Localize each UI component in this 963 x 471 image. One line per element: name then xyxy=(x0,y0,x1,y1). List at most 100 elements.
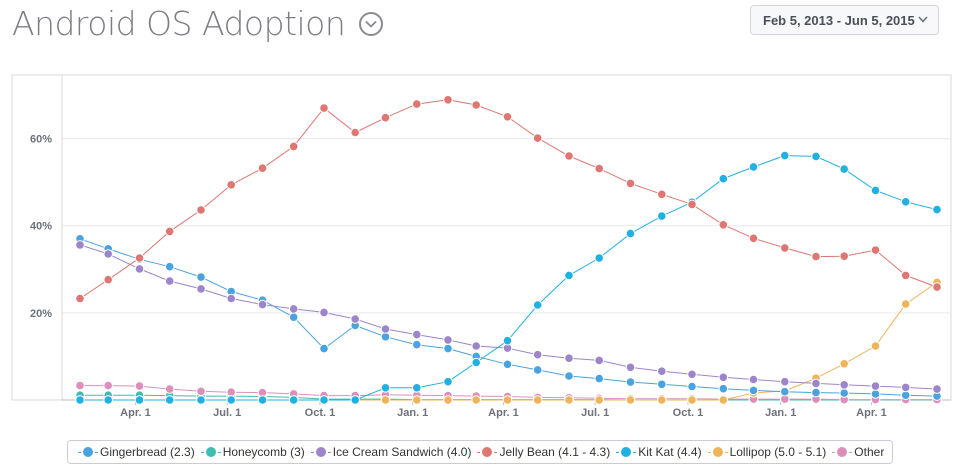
legend-item-other[interactable]: Other xyxy=(832,445,884,459)
x-tick-label: Oct. 1 xyxy=(305,407,336,419)
data-point-kit-kat-4-4 xyxy=(718,173,729,184)
data-point-kit-kat-4-4 xyxy=(594,253,605,263)
data-point-ice-cream-sandwich-4-0 xyxy=(718,372,729,383)
legend-item-kit-kat-4-4[interactable]: Kit Kat (4.4) xyxy=(616,445,702,459)
x-tick-label: Jul. 1 xyxy=(581,407,609,419)
data-point-kit-kat-4-4 xyxy=(502,335,513,346)
data-point-ice-cream-sandwich-4-0 xyxy=(103,249,113,259)
page-title: Android OS Adoption xyxy=(12,4,346,43)
data-point-kit-kat-4-4 xyxy=(564,270,574,281)
data-point-lollipop-5-0-5-1 xyxy=(502,395,513,405)
legend-item-lollipop-5-0-5-1[interactable]: Lollipop (5.0 - 5.1) xyxy=(707,445,827,459)
legend-swatch xyxy=(200,447,221,457)
date-range-label: Feb 5, 2013 - Jun 5, 2015 xyxy=(763,12,915,28)
data-point-jelly-bean-4-1-4-3 xyxy=(657,189,667,200)
legend-swatch xyxy=(616,447,637,457)
title-area: Android OS Adoption xyxy=(12,4,384,43)
data-point-kit-kat-4-4 xyxy=(780,150,790,161)
data-point-gingerbread-2-3 xyxy=(502,359,513,370)
legend-item-honeycomb-3[interactable]: Honeycomb (3) xyxy=(200,445,305,459)
data-point-ice-cream-sandwich-4-0 xyxy=(164,276,175,286)
data-point-kit-kat-4-4 xyxy=(288,395,299,405)
data-point-kit-kat-4-4 xyxy=(257,395,268,405)
data-point-jelly-bean-4-1-4-3 xyxy=(870,245,881,255)
data-point-gingerbread-2-3 xyxy=(718,383,729,394)
data-point-kit-kat-4-4 xyxy=(380,383,391,393)
data-point-gingerbread-2-3 xyxy=(164,261,175,272)
data-point-jelly-bean-4-1-4-3 xyxy=(380,112,391,123)
data-point-other xyxy=(134,381,145,391)
data-point-gingerbread-2-3 xyxy=(839,388,850,398)
x-tick-label: Jan. 1 xyxy=(397,407,428,419)
data-point-jelly-bean-4-1-4-3 xyxy=(625,178,636,189)
data-point-ice-cream-sandwich-4-0 xyxy=(900,382,911,393)
legend-label: Other xyxy=(854,445,885,459)
legend-label: Kit Kat (4.4) xyxy=(638,445,702,459)
legend-swatch xyxy=(707,447,728,457)
y-tick-label: 20% xyxy=(30,308,52,320)
data-point-jelly-bean-4-1-4-3 xyxy=(718,220,729,230)
data-point-kit-kat-4-4 xyxy=(532,300,543,310)
data-point-kit-kat-4-4 xyxy=(625,228,636,239)
data-point-lollipop-5-0-5-1 xyxy=(471,395,482,405)
data-point-kit-kat-4-4 xyxy=(900,197,911,207)
data-point-ice-cream-sandwich-4-0 xyxy=(443,335,453,345)
data-point-gingerbread-2-3 xyxy=(780,386,790,397)
x-tick-label: Apr. 1 xyxy=(488,407,519,419)
data-point-ice-cream-sandwich-4-0 xyxy=(870,381,881,391)
x-tick-label: Apr. 1 xyxy=(120,407,151,419)
data-point-lollipop-5-0-5-1 xyxy=(839,359,850,369)
data-point-lollipop-5-0-5-1 xyxy=(625,395,636,405)
data-point-jelly-bean-4-1-4-3 xyxy=(288,141,299,152)
legend-item-jelly-bean-4-1-4-3[interactable]: Jelly Bean (4.1 - 4.3) xyxy=(477,445,610,459)
data-point-ice-cream-sandwich-4-0 xyxy=(532,349,543,360)
data-point-ice-cream-sandwich-4-0 xyxy=(657,366,667,377)
data-point-jelly-bean-4-1-4-3 xyxy=(319,103,329,113)
data-point-lollipop-5-0-5-1 xyxy=(718,395,729,405)
x-tick-label: Apr. 1 xyxy=(856,407,887,419)
legend-item-ice-cream-sandwich-4-0[interactable]: Ice Cream Sandwich (4.0) xyxy=(310,445,472,459)
data-point-gingerbread-2-3 xyxy=(687,381,697,392)
legend-dot xyxy=(205,447,216,457)
data-point-lollipop-5-0-5-1 xyxy=(412,395,422,405)
data-point-ice-cream-sandwich-4-0 xyxy=(196,284,206,294)
date-range-dropdown[interactable]: Feb 5, 2013 - Jun 5, 2015 xyxy=(750,5,939,35)
legend-label: Jelly Bean (4.1 - 4.3) xyxy=(499,445,611,459)
data-point-lollipop-5-0-5-1 xyxy=(564,395,574,405)
data-point-jelly-bean-4-1-4-3 xyxy=(75,293,85,304)
plot-frame xyxy=(11,74,952,401)
data-point-ice-cream-sandwich-4-0 xyxy=(350,314,361,324)
y-tick-label: 60% xyxy=(30,134,52,146)
data-point-lollipop-5-0-5-1 xyxy=(657,395,667,405)
data-point-kit-kat-4-4 xyxy=(839,164,850,174)
data-point-jelly-bean-4-1-4-3 xyxy=(932,282,942,292)
data-point-kit-kat-4-4 xyxy=(443,376,453,387)
y-tick-label: 40% xyxy=(30,221,52,233)
legend-item-gingerbread-2-3[interactable]: Gingerbread (2.3) xyxy=(78,445,195,459)
data-point-gingerbread-2-3 xyxy=(412,339,422,350)
legend-swatch xyxy=(78,447,98,457)
data-point-other xyxy=(164,384,175,394)
legend-label: Lollipop (5.0 - 5.1) xyxy=(729,445,827,459)
legend-label: Ice Cream Sandwich (4.0) xyxy=(332,445,472,459)
data-point-jelly-bean-4-1-4-3 xyxy=(196,205,206,215)
data-point-kit-kat-4-4 xyxy=(412,383,422,393)
data-point-ice-cream-sandwich-4-0 xyxy=(932,384,942,394)
data-point-gingerbread-2-3 xyxy=(288,312,299,323)
data-point-ice-cream-sandwich-4-0 xyxy=(471,341,482,351)
legend-swatch xyxy=(477,447,498,457)
data-point-kit-kat-4-4 xyxy=(932,204,942,215)
data-point-ice-cream-sandwich-4-0 xyxy=(564,353,574,364)
title-menu-button[interactable] xyxy=(359,11,384,36)
x-tick-label: Jan. 1 xyxy=(765,407,796,419)
data-point-jelly-bean-4-1-4-3 xyxy=(532,133,543,143)
data-point-kit-kat-4-4 xyxy=(164,395,175,405)
data-point-jelly-bean-4-1-4-3 xyxy=(839,251,850,262)
data-point-ice-cream-sandwich-4-0 xyxy=(625,362,636,373)
legend-label: Gingerbread (2.3) xyxy=(100,445,195,459)
data-point-kit-kat-4-4 xyxy=(103,395,113,405)
data-point-jelly-bean-4-1-4-3 xyxy=(443,95,453,105)
x-tick-label: Jul. 1 xyxy=(213,407,241,419)
data-point-other xyxy=(196,386,206,397)
